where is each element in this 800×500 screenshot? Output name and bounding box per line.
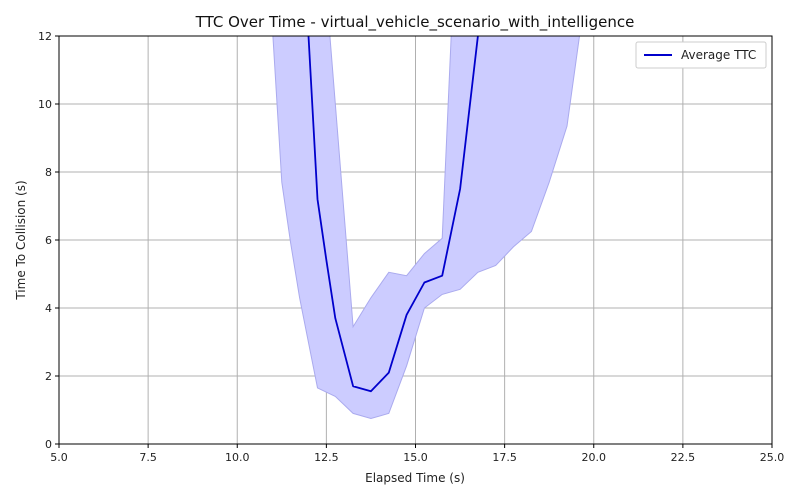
series-layer [307, 35, 479, 393]
ttc-band-area [272, 35, 581, 420]
grid [58, 35, 773, 445]
legend: Average TTC [635, 41, 767, 69]
y-axis-label: Time To Collision (s) [14, 180, 28, 300]
ticks: 5.0 7.5 10.0 12.5 15.0 17.5 20.0 22.5 25.0 0 2 4 6 8 1… [38, 30, 784, 464]
y-tick-label: 10 [38, 98, 52, 111]
x-axis-label: Elapsed Time (s) [365, 471, 465, 485]
y-tick-label: 4 [45, 302, 52, 315]
chart-title: TTC Over Time - virtual_vehicle_scenario… [195, 13, 635, 32]
x-tick-label: 5.0 [50, 451, 68, 464]
legend-box [635, 41, 767, 69]
y-tick-label: 6 [45, 234, 52, 247]
y-tick-label: 8 [45, 166, 52, 179]
x-tick-label: 25.0 [760, 451, 785, 464]
x-tick-label: 22.5 [671, 451, 696, 464]
x-tick-label: 17.5 [492, 451, 517, 464]
y-tick-label: 2 [45, 370, 52, 383]
x-tick-label: 12.5 [314, 451, 339, 464]
x-tick-label: 10.0 [225, 451, 250, 464]
x-tick-label: 15.0 [403, 451, 428, 464]
y-tick-label: 0 [45, 438, 52, 451]
x-tick-label: 20.0 [582, 451, 607, 464]
x-tick-label: 7.5 [139, 451, 157, 464]
y-tick-label: 12 [38, 30, 52, 43]
confidence-band [272, 35, 581, 420]
series-line-average-ttc [307, 35, 479, 393]
legend-label-average-ttc: Average TTC [681, 48, 756, 62]
